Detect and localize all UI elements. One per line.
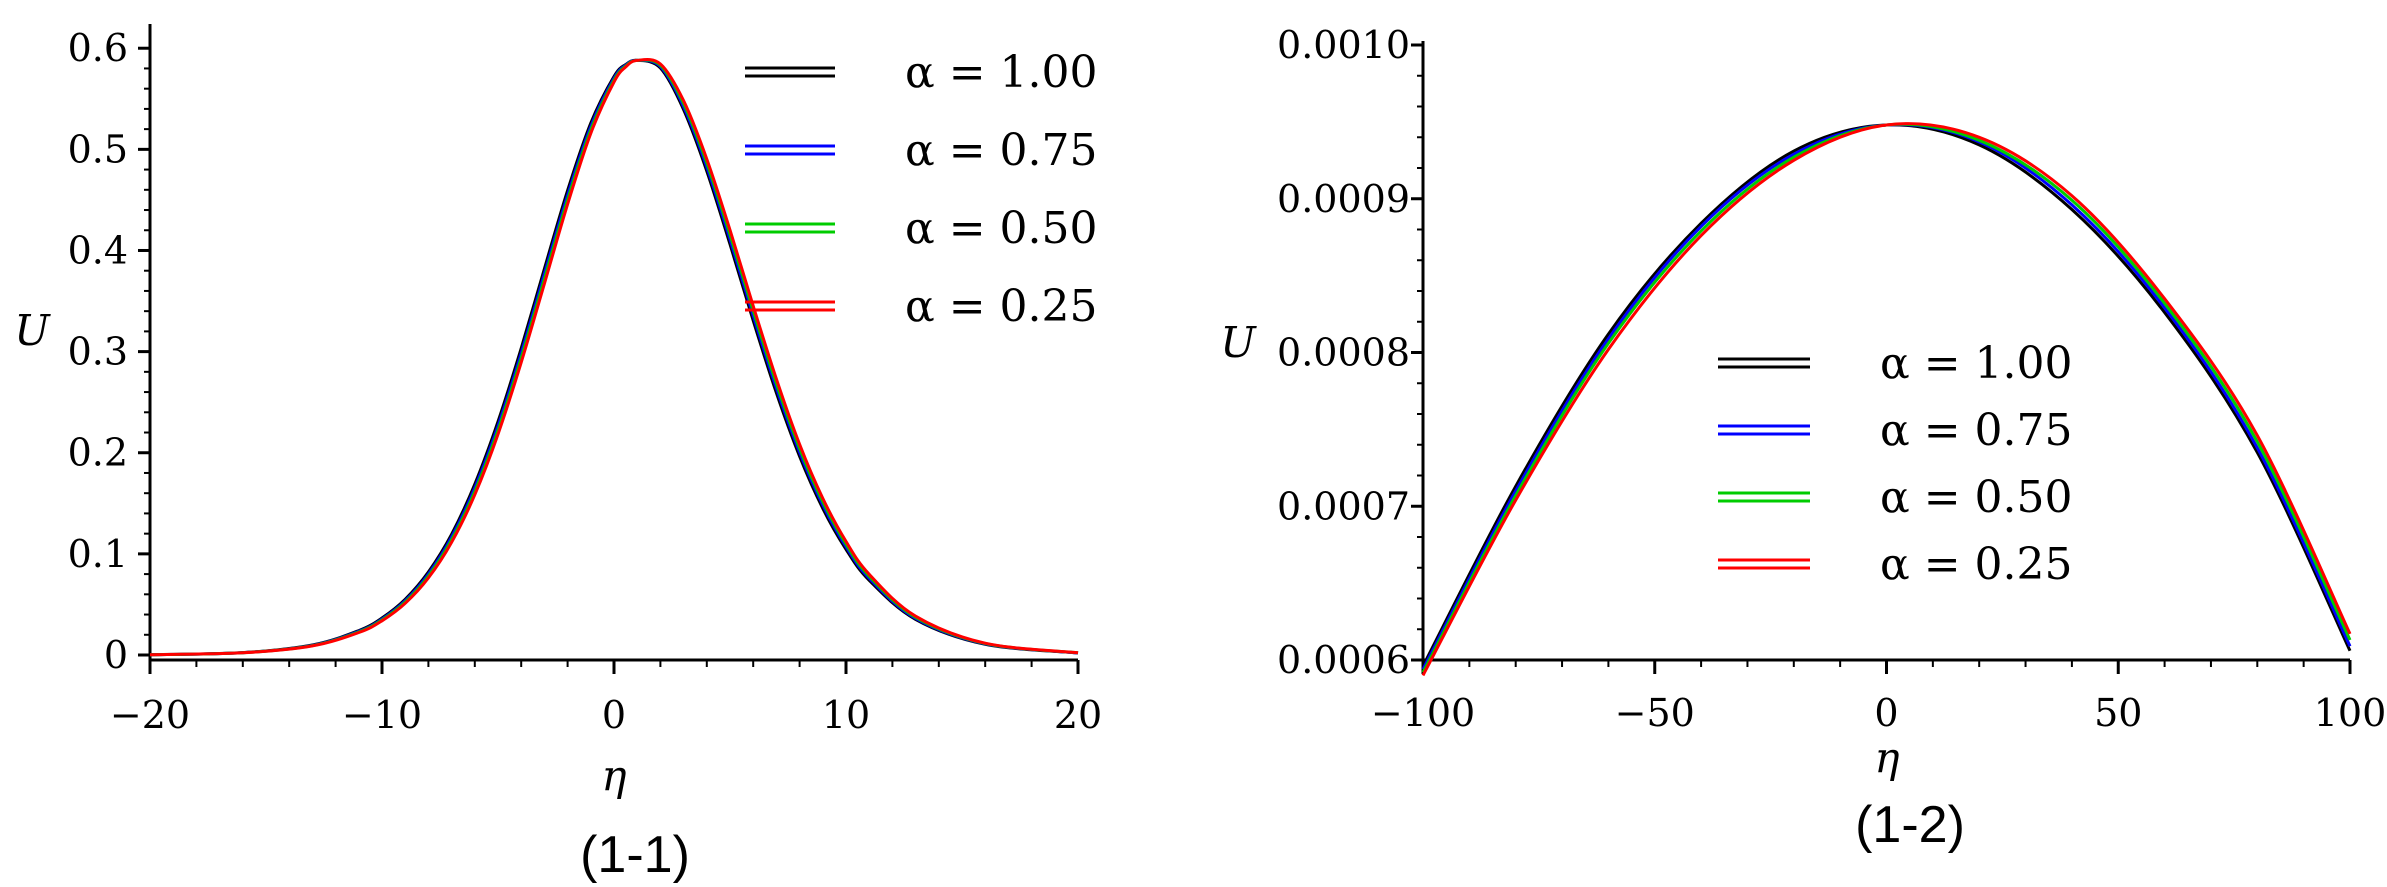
x-tick-label: 0 [1874,691,1898,735]
x-tick-label: 20 [1054,693,1102,737]
x-tick-label: −10 [342,693,422,737]
series-line [1421,122,2352,673]
x-tick-label: 50 [2094,691,2142,735]
y-tick-label: 0.6 [68,26,128,70]
caption-1-1: (1-1) [580,826,690,884]
y-tick-label: 0.0008 [1277,331,1410,375]
y-tick-label: 0.1 [68,532,128,576]
legend-label: α = 0.50 [1880,472,2073,523]
series-line [149,58,1079,657]
x-tick-label: −20 [110,693,190,737]
legend-label: α = 0.25 [905,281,1098,332]
y-tick-label: 0.5 [68,127,128,171]
y-axis-title: U [14,306,51,355]
x-tick-label: −100 [1371,691,1475,735]
chart-1-1: −20 −10 0 10 20 0 0.1 0.2 0.3 0.4 0.5 0.6 η Uα = 1.00… [14,24,1102,800]
x-tick-label: 100 [2314,691,2387,735]
chart-1-2: −100 −50 0 50 100 0.0006 0.0007 0.0008 0.0009 0.0… [1220,23,2386,782]
x-axis-title: η [601,751,626,800]
y-tick-label: 0.2 [68,431,128,475]
x-tick-label: 10 [822,693,870,737]
legend-label: α = 0.25 [1880,539,2073,590]
legend-label: α = 0.75 [1880,405,2073,456]
y-axis-title: U [1220,318,1257,367]
series-line [1421,122,2352,677]
legend-label: α = 1.00 [1880,338,2073,389]
y-tick-label: 0.4 [68,228,128,272]
x-tick-label: −50 [1615,691,1695,735]
y-tick-label: 0.0007 [1277,484,1410,528]
caption-1-2: (1-2) [1855,796,1965,854]
y-tick-label: 0 [104,633,128,677]
legend-label: α = 1.00 [905,47,1098,98]
legend-label: α = 0.75 [905,125,1098,176]
y-tick-label: 0.3 [68,330,128,374]
y-tick-label: 0.0006 [1277,638,1410,682]
x-axis-title: η [1874,733,1899,782]
y-tick-label: 0.0009 [1277,177,1410,221]
x-tick-label: 0 [602,693,626,737]
legend-label: α = 0.50 [905,203,1098,254]
y-tick-label: 0.0010 [1277,23,1410,67]
